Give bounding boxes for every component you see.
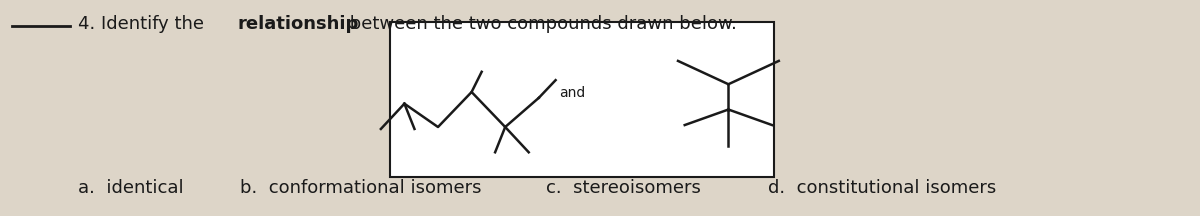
FancyBboxPatch shape [390,22,774,177]
Text: between the two compounds drawn below.: between the two compounds drawn below. [344,15,737,33]
Text: a.  identical: a. identical [78,179,184,197]
Text: relationship: relationship [238,15,359,33]
Text: 4. Identify the: 4. Identify the [78,15,210,33]
Text: c.  stereoisomers: c. stereoisomers [546,179,701,197]
Text: and: and [559,86,586,100]
Text: d.  constitutional isomers: d. constitutional isomers [768,179,996,197]
Text: b.  conformational isomers: b. conformational isomers [240,179,481,197]
